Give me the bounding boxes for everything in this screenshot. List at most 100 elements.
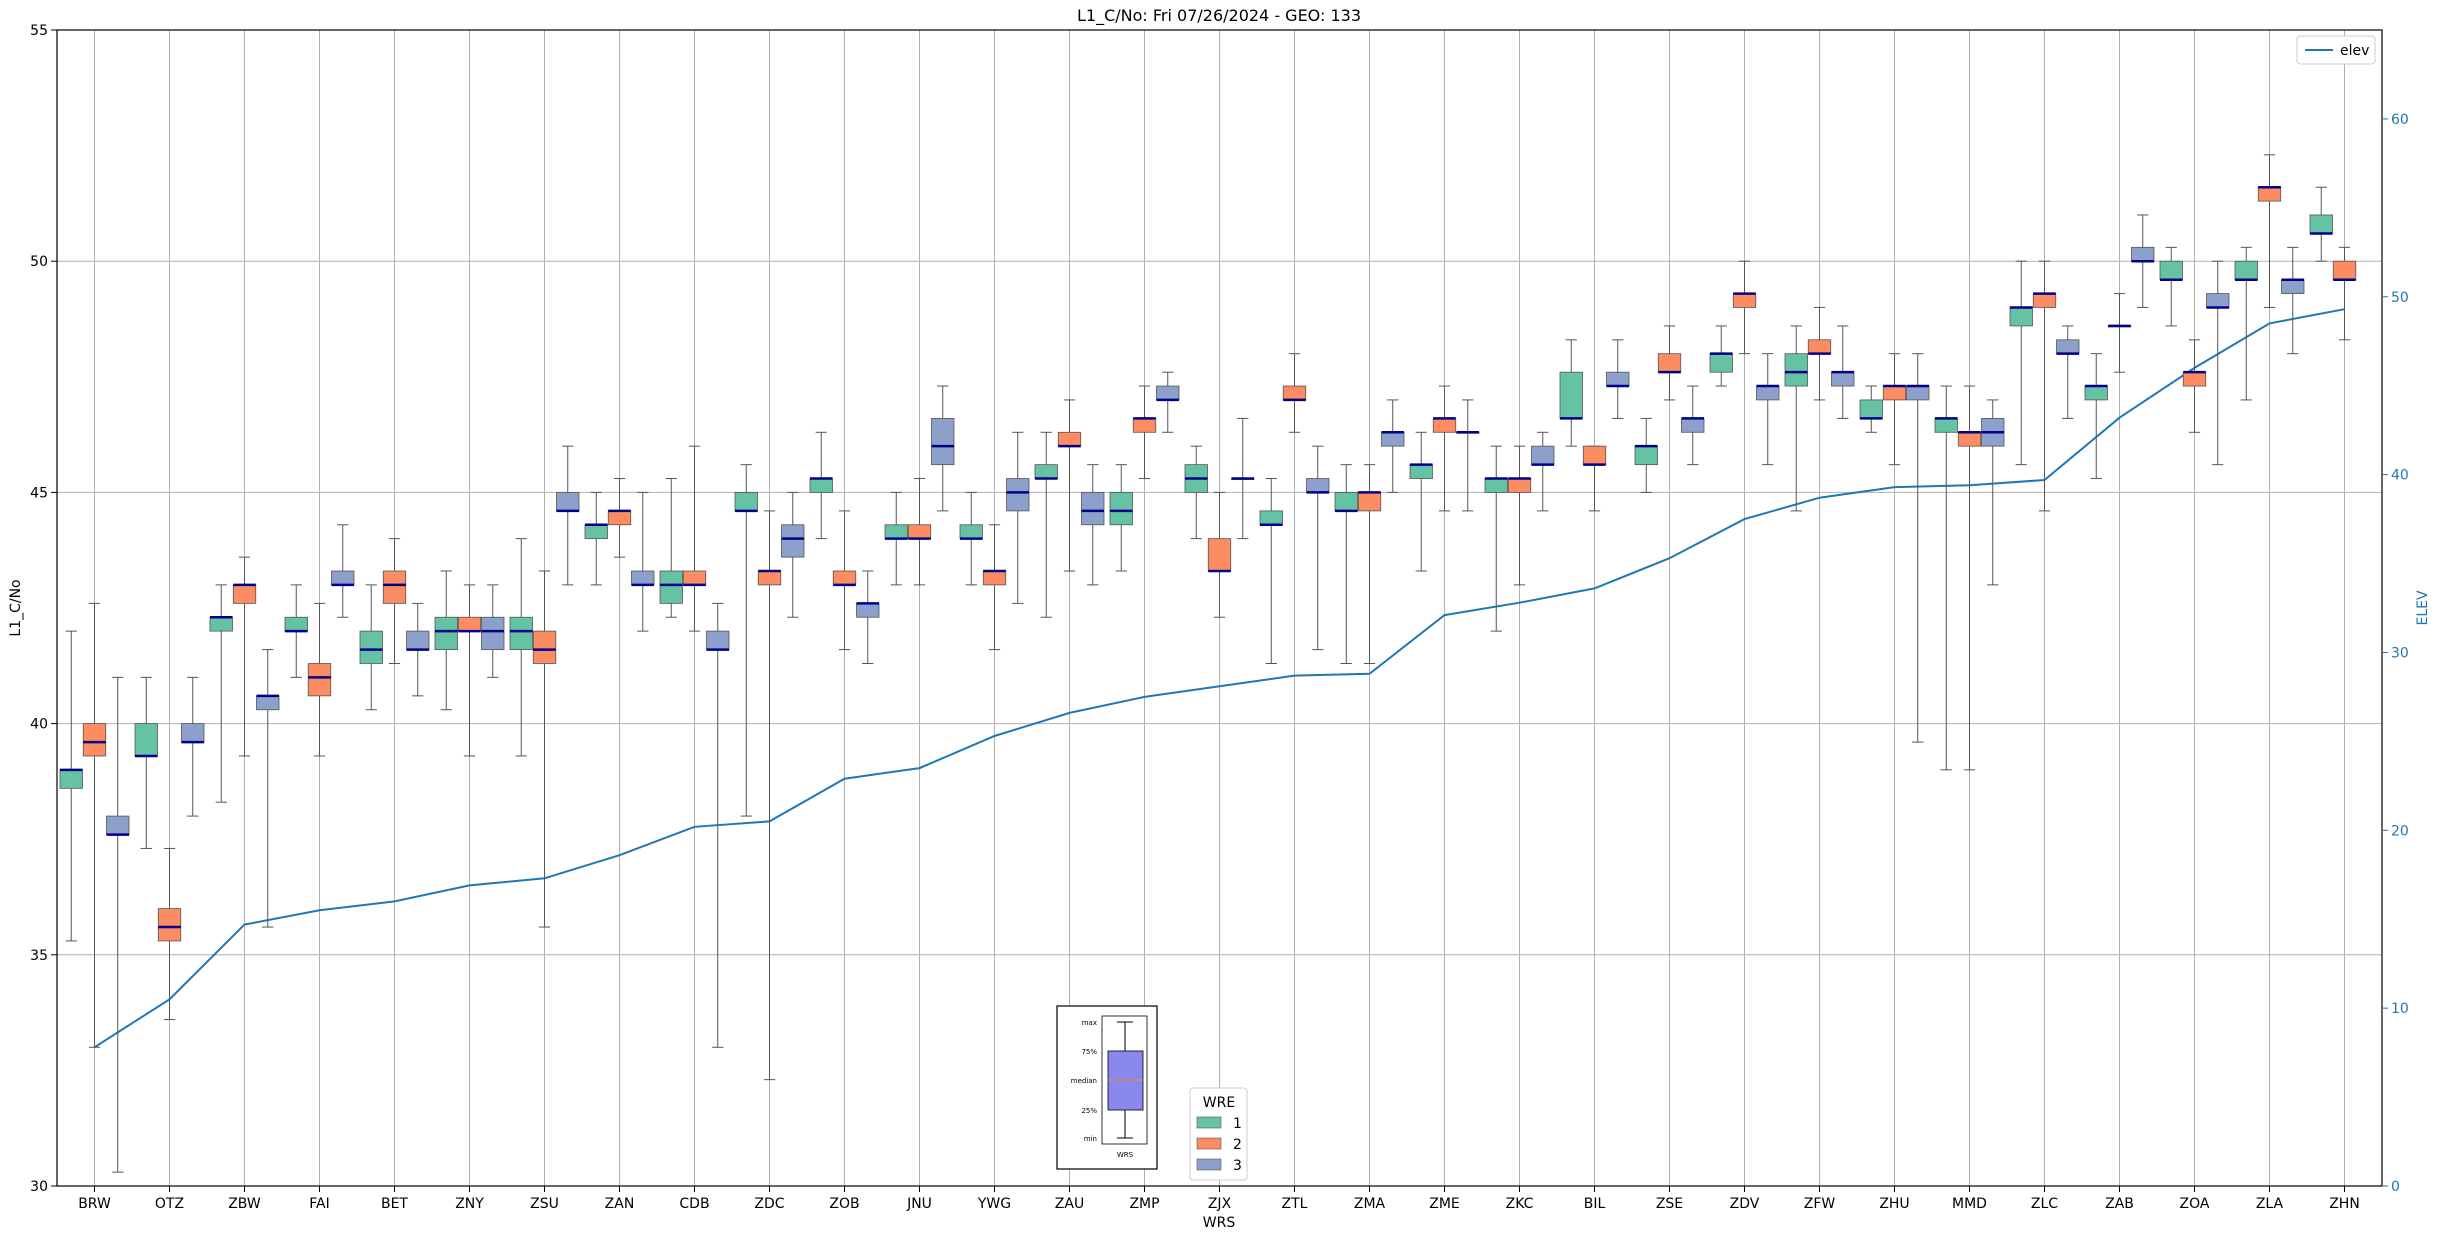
box-FAI-wre-2 xyxy=(307,602,332,757)
box-ZLC-wre-1 xyxy=(2009,260,2033,466)
x-tick-label: BRW xyxy=(78,1196,111,1212)
box-YWG-wre-1 xyxy=(959,491,983,586)
box-body xyxy=(1606,371,1630,387)
box-ZMP-wre-1 xyxy=(1109,464,1133,572)
x-tick-label: ZDC xyxy=(754,1196,784,1212)
box-key-label-median: median xyxy=(1071,1077,1097,1085)
box-ZOA-wre-3 xyxy=(2206,260,2230,466)
box-BET-wre-3 xyxy=(406,602,430,697)
box-ZOB-wre-2 xyxy=(832,510,857,651)
box-body xyxy=(2234,260,2258,281)
x-tick-label: MMD xyxy=(1952,1196,1987,1212)
box-ZLA-wre-1 xyxy=(2234,246,2258,401)
box-body xyxy=(1831,371,1855,387)
box-ZLA-wre-2 xyxy=(2257,154,2282,308)
y-axis-label: L1_C/No xyxy=(8,579,24,636)
axis-layer: 30 35 40 45 50 55 0 10 20 30 40 50 60 BRW OTZ ZBW FAI BET… xyxy=(30,23,2409,1212)
box-body xyxy=(1207,538,1232,572)
box-ZAN-wre-2 xyxy=(607,478,632,558)
box-body xyxy=(59,769,83,789)
x-tick-label: FAI xyxy=(309,1196,329,1212)
box-YWG-wre-2 xyxy=(982,524,1007,651)
box-JNU-wre-2 xyxy=(907,478,932,586)
box-ZLA-wre-3 xyxy=(2281,246,2305,355)
chart-title: L1_C/No: Fri 07/26/2024 - GEO: 133 xyxy=(1077,6,1361,26)
x-tick-label: ZAU xyxy=(1055,1196,1084,1212)
wre-legend-label-1: 1 xyxy=(1233,1116,1242,1132)
y2-tick-label: 40 xyxy=(2391,468,2409,484)
box-body xyxy=(1709,353,1733,373)
box-MMD-wre-3 xyxy=(1981,399,2005,586)
box-body xyxy=(1484,478,1508,493)
box-body xyxy=(631,570,655,586)
wre-legend-swatch-2 xyxy=(1196,1137,1222,1150)
box-ZKC-wre-2 xyxy=(1507,445,1532,586)
box-body xyxy=(2159,260,2183,281)
x-tick-label: ZAB xyxy=(2105,1196,2134,1212)
box-ZME-wre-3 xyxy=(1456,399,1480,512)
box-BRW-wre-1 xyxy=(59,630,83,942)
x-tick-label: ZSU xyxy=(530,1196,559,1212)
box-body xyxy=(1381,431,1405,447)
box-ZOB-wre-1 xyxy=(809,431,833,540)
box-ZKC-wre-1 xyxy=(1484,445,1508,632)
box-layer xyxy=(59,154,2357,1173)
box-body xyxy=(2182,371,2207,387)
wre-legend: WRE 1 2 3 xyxy=(1189,1087,1248,1181)
wre-legend-label-3: 3 xyxy=(1233,1158,1242,1174)
box-body xyxy=(781,524,805,558)
y2-tick-label: 60 xyxy=(2391,112,2409,128)
box-body xyxy=(1409,464,1433,479)
box-ZAU-wre-3 xyxy=(1081,464,1105,586)
elev-legend-label: elev xyxy=(2340,43,2369,59)
box-ZJX-wre-3 xyxy=(1231,417,1255,540)
box-body xyxy=(1559,371,1583,419)
x-tick-label: ZFW xyxy=(1804,1196,1836,1212)
box-FAI-wre-1 xyxy=(284,584,308,678)
box-key-inset: max 75% median 25% min WRS xyxy=(1056,1005,1158,1170)
y-tick-label: 40 xyxy=(30,717,48,733)
box-body xyxy=(209,616,233,632)
x-tick-label: ZHU xyxy=(1879,1196,1909,1212)
box-body xyxy=(1657,353,1682,373)
wre-legend-swatch-3 xyxy=(1196,1158,1222,1171)
box-ZBW-wre-3 xyxy=(256,649,280,928)
wre-legend-title: WRE xyxy=(1203,1095,1235,1111)
box-body xyxy=(1156,385,1180,401)
box-MMD-wre-2 xyxy=(1957,385,1982,771)
box-body xyxy=(1282,385,1307,401)
wre-legend-swatch-1 xyxy=(1196,1116,1222,1129)
box-ZSE-wre-3 xyxy=(1681,385,1705,466)
x-tick-label: ZDV xyxy=(1730,1196,1760,1212)
box-CDB-wre-2 xyxy=(682,445,707,632)
box-body xyxy=(931,418,955,466)
box-ZLC-wre-2 xyxy=(2032,260,2057,512)
box-BET-wre-1 xyxy=(359,584,383,711)
x-tick-label: CDB xyxy=(679,1196,709,1212)
box-body xyxy=(907,524,932,540)
x-tick-label: ZBW xyxy=(228,1196,261,1212)
box-OTZ-wre-3 xyxy=(181,676,205,817)
box-body xyxy=(82,723,107,757)
box-ZHN-wre-1 xyxy=(2309,186,2333,262)
box-key-label-q1: 25% xyxy=(1081,1107,1097,1115)
box-ZME-wre-2 xyxy=(1432,385,1457,512)
box-ZDC-wre-1 xyxy=(734,464,758,817)
box-body xyxy=(481,616,505,651)
box-body xyxy=(1006,478,1030,512)
x-tick-label: ZHN xyxy=(2329,1196,2360,1212)
box-body xyxy=(434,616,458,651)
box-ZMA-wre-1 xyxy=(1334,464,1358,664)
box-MMD-wre-1 xyxy=(1934,385,1958,771)
box-ZJX-wre-2 xyxy=(1207,491,1232,618)
box-body xyxy=(284,616,308,632)
box-ZMP-wre-3 xyxy=(1156,371,1180,433)
box-ZJX-wre-1 xyxy=(1184,445,1208,540)
box-ZAB-wre-2 xyxy=(2107,293,2132,373)
box-body xyxy=(584,524,608,540)
box-ZDV-wre-1 xyxy=(1709,325,1733,387)
box-ZOB-wre-3 xyxy=(856,570,880,664)
box-body xyxy=(1306,478,1330,493)
box-ZSU-wre-3 xyxy=(556,445,580,586)
box-ZFW-wre-2 xyxy=(1807,306,1832,401)
